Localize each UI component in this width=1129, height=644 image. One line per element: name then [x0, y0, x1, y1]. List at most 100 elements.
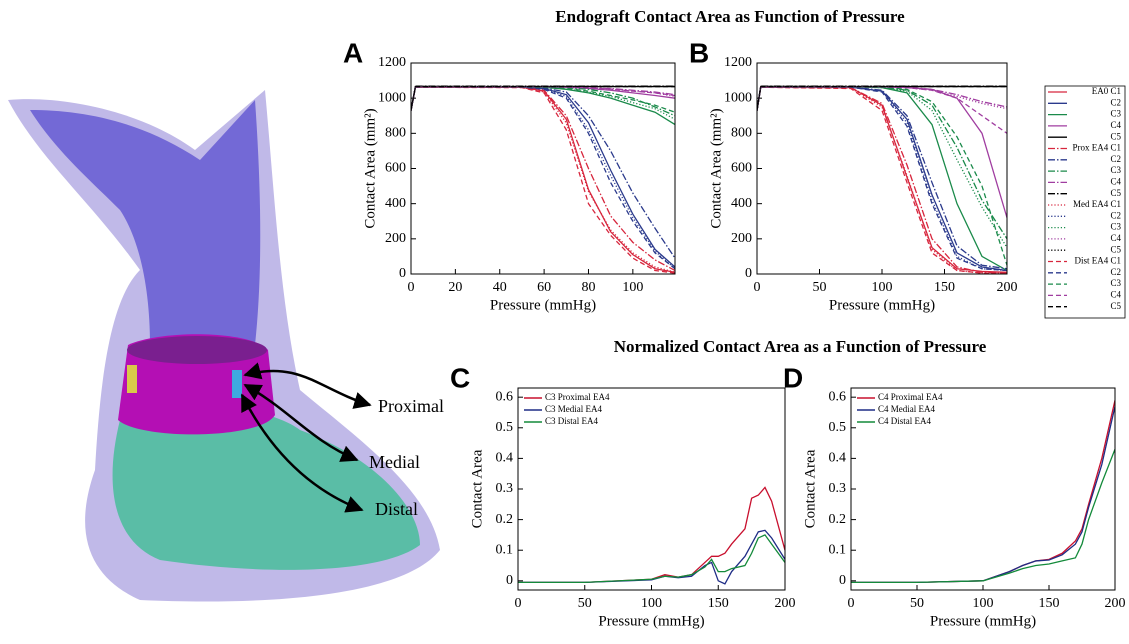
series-line: [851, 400, 1115, 583]
y-tick-label: 0: [399, 266, 406, 281]
figure-title: Normalized Contact Area as a Function of…: [614, 337, 987, 356]
legend-label: C4: [1110, 233, 1121, 243]
y-tick-label: 0.5: [496, 420, 514, 435]
series-line: [411, 85, 675, 111]
label: Proximal: [378, 396, 444, 416]
x-tick-label: 0: [515, 596, 522, 611]
legend-label: Prox EA4 C1: [1072, 143, 1121, 153]
legend-label: C5: [1110, 244, 1121, 254]
series-line: [411, 86, 675, 268]
series-line: [757, 85, 1007, 111]
legend-label: C5: [1110, 188, 1121, 198]
series-line: [757, 86, 1007, 272]
y-tick-label: 1200: [378, 55, 406, 70]
x-tick-label: 150: [708, 596, 729, 611]
y-tick-label: 0.3: [496, 481, 514, 496]
plot-area: [411, 85, 675, 274]
axes-box: [756, 62, 1008, 275]
series-line: [411, 86, 675, 274]
y-tick-label: 200: [731, 231, 752, 246]
y-tick-label: 0.1: [829, 542, 847, 557]
x-axis-label: Pressure (mmHg): [598, 613, 704, 629]
y-tick-label: 200: [385, 231, 406, 246]
legend-label: Med EA4 C1: [1073, 199, 1121, 209]
series-line: [411, 86, 675, 270]
y-axis-label: Contact Area: [469, 449, 485, 528]
legend-label: C3: [1110, 165, 1121, 175]
y-tick-label: 600: [731, 161, 752, 176]
x-axis-label: Pressure (mmHg): [930, 613, 1036, 629]
sensor: [127, 365, 137, 393]
legend-label: C4 Distal EA4: [878, 416, 931, 426]
y-tick-label: 1200: [724, 55, 752, 70]
legend-label: C4: [1110, 120, 1121, 130]
legend-box: [1044, 85, 1126, 319]
axes-box: [410, 62, 676, 275]
legend-label: C3: [1110, 222, 1121, 232]
panel-label: C: [450, 362, 470, 393]
y-tick-label: 0: [506, 573, 513, 588]
x-tick-label: 150: [934, 280, 955, 295]
y-tick-label: 0.3: [829, 481, 847, 496]
series-line: [411, 86, 675, 272]
y-tick-label: 400: [731, 196, 752, 211]
label: Medial: [369, 452, 420, 472]
x-tick-label: 0: [754, 280, 761, 295]
series-line: [851, 448, 1115, 583]
legend-label: C3 Distal EA4: [545, 416, 598, 426]
x-tick-label: 80: [581, 280, 595, 295]
series-line: [757, 86, 1007, 272]
x-tick-label: 40: [493, 280, 507, 295]
legend-label: C3: [1110, 109, 1121, 119]
legend-label: C5: [1110, 131, 1121, 141]
series-line: [411, 86, 675, 273]
vessel-inner: [30, 100, 261, 345]
y-tick-label: 0.6: [496, 389, 514, 404]
x-tick-label: 50: [578, 596, 592, 611]
series-line: [757, 86, 1007, 274]
legend-label: C2: [1110, 210, 1121, 220]
legend-label: C3 Proximal EA4: [545, 392, 610, 402]
x-tick-label: 100: [872, 280, 893, 295]
series-line: [518, 486, 785, 583]
x-tick-label: 150: [1039, 596, 1060, 611]
series-line: [757, 86, 1007, 134]
panel-label: D: [783, 362, 803, 393]
x-tick-label: 60: [537, 280, 551, 295]
x-tick-label: 200: [1105, 596, 1126, 611]
legend-label: C2: [1110, 154, 1121, 164]
series-line: [411, 86, 675, 273]
x-tick-label: 20: [448, 280, 462, 295]
plot-area: [518, 486, 785, 585]
series-line: [411, 86, 675, 270]
ring-opening: [127, 336, 267, 364]
y-tick-label: 800: [385, 126, 406, 141]
series-line: [757, 86, 1007, 248]
y-tick-label: 0: [745, 266, 752, 281]
legend-label: C3: [1110, 278, 1121, 288]
y-tick-label: 0.5: [829, 420, 847, 435]
legend-label: Dist EA4 C1: [1074, 256, 1121, 266]
plot-area: [851, 400, 1115, 583]
panel-label: B: [689, 37, 709, 68]
x-tick-label: 0: [408, 280, 415, 295]
y-tick-label: 0.4: [829, 451, 847, 466]
y-tick-label: 0.2: [829, 512, 847, 527]
label: Distal: [375, 499, 418, 519]
y-tick-label: 0.4: [496, 451, 514, 466]
y-tick-label: 600: [385, 161, 406, 176]
series-line: [518, 529, 785, 585]
illustration: Proximal Medial Distal: [8, 90, 444, 602]
legend-label: C2: [1110, 267, 1121, 277]
x-tick-label: 100: [973, 596, 994, 611]
legend-label: C4: [1110, 289, 1121, 299]
x-tick-label: 50: [813, 280, 827, 295]
series-line: [851, 406, 1115, 583]
series-line: [757, 85, 1007, 111]
arrow: [240, 393, 364, 513]
series-line: [757, 86, 1007, 240]
series-line: [411, 86, 675, 111]
figure-title: Endograft Contact Area as Function of Pr…: [555, 7, 905, 26]
series-line: [757, 86, 1007, 266]
panel-label: A: [343, 37, 363, 68]
